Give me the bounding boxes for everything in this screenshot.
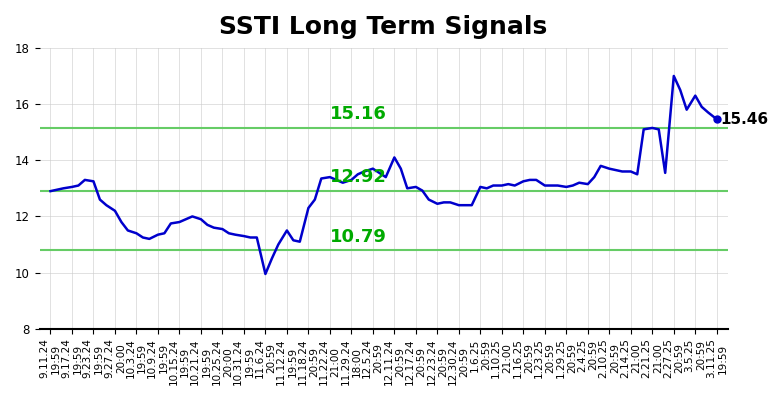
Text: 15.46: 15.46 [720,112,768,127]
Text: 15.16: 15.16 [330,106,387,124]
Text: 10.79: 10.79 [330,228,387,246]
Text: 12.92: 12.92 [330,168,387,186]
Title: SSTI Long Term Signals: SSTI Long Term Signals [220,15,548,39]
